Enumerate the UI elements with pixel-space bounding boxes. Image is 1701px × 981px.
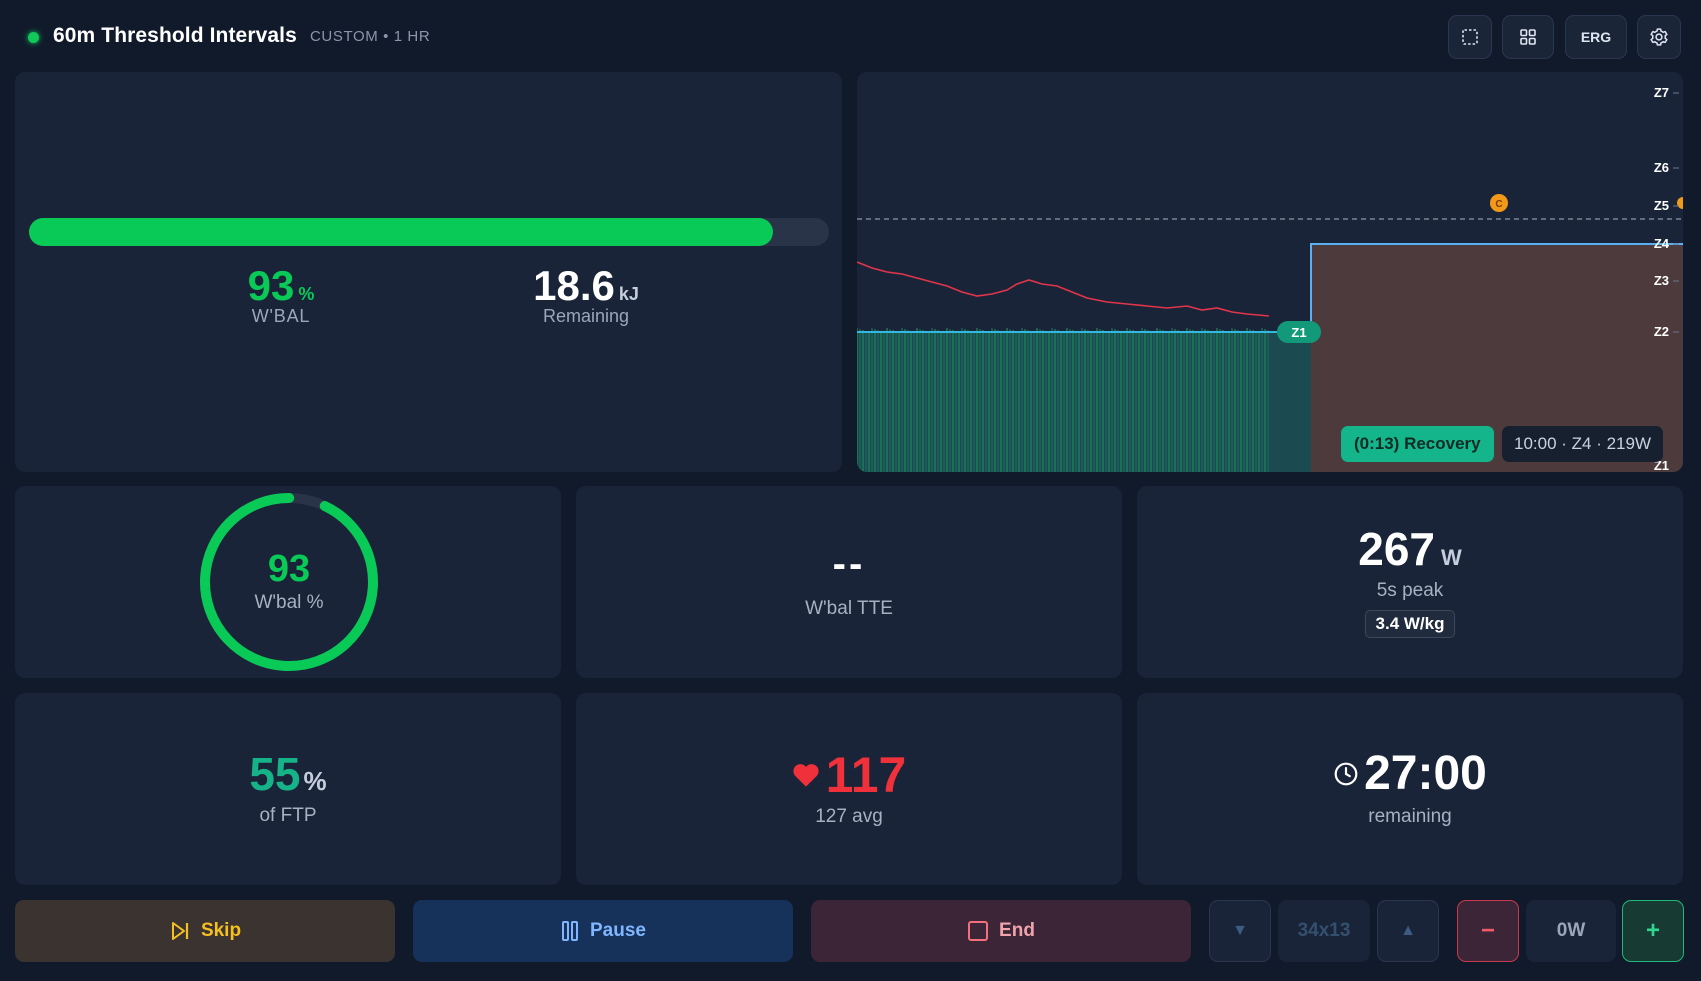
- peak-power-label: 5s peak: [1376, 580, 1444, 601]
- settings-button[interactable]: [1637, 15, 1681, 59]
- zone-label-z2: Z2: [1654, 324, 1669, 339]
- wbal-ring-card: 93 W'bal %: [15, 486, 561, 678]
- coach-marker-icon: [1490, 194, 1508, 212]
- ftp-percent-card: 55% of FTP: [15, 693, 561, 885]
- wbal-ring-center: 93 W'bal %: [198, 491, 380, 673]
- fullscreen-icon: [1462, 29, 1478, 45]
- zone-label-z4: Z4: [1654, 236, 1670, 251]
- gear-down-button[interactable]: ▼: [1209, 900, 1271, 962]
- wbal-ring-value: 93: [267, 548, 311, 590]
- power-increase-button[interactable]: +: [1622, 900, 1684, 962]
- pause-label: Pause: [590, 920, 646, 941]
- time-remaining-value: 27:00: [1364, 747, 1487, 800]
- zone-label-z7: Z7: [1654, 85, 1669, 100]
- erg-mode-button[interactable]: ERG: [1565, 15, 1627, 59]
- heart-rate-avg-label: 127 avg: [815, 806, 883, 827]
- clock-icon: [1334, 762, 1358, 786]
- wbal-remaining-value: 18.6: [533, 262, 615, 309]
- chevron-up-icon: ▲: [1400, 922, 1416, 939]
- live-status-dot: [28, 32, 39, 43]
- next-interval-outline: [1310, 243, 1683, 332]
- zone-label-z6: Z6: [1654, 160, 1669, 175]
- wbal-remaining-label: Remaining: [542, 306, 630, 326]
- pause-button[interactable]: Pause: [413, 900, 793, 962]
- watts-per-kg-badge: 3.4 W/kg: [1364, 610, 1456, 638]
- wbal-remaining-unit: kJ: [618, 284, 639, 304]
- skip-icon: [171, 922, 189, 940]
- recovery-remaining-block: [1269, 332, 1311, 472]
- gear-icon: [1650, 28, 1668, 46]
- workout-subtitle: CUSTOM • 1 HR: [310, 28, 431, 45]
- chevron-down-icon: ▼: [1232, 922, 1248, 939]
- peak-power-unit: W: [1440, 545, 1462, 570]
- power-decrease-button[interactable]: −: [1457, 900, 1519, 962]
- heart-rate-line: [857, 261, 1270, 317]
- wbal-tte-value: --: [832, 542, 866, 586]
- heart-rate-value: 117: [825, 747, 907, 803]
- power-history-bars: [857, 328, 1269, 472]
- workout-title: 60m Threshold Intervals: [53, 24, 297, 47]
- wbal-tte-label: W'bal TTE: [805, 598, 893, 619]
- ftp-percent-unit: %: [303, 766, 327, 796]
- skip-button[interactable]: Skip: [15, 900, 395, 962]
- minus-icon: −: [1480, 917, 1495, 944]
- wbal-percent-stat: 93% W'BAL: [191, 262, 371, 327]
- wbal-remaining-stat: 18.6 kJ Remaining: [476, 262, 696, 327]
- heart-icon: [793, 764, 819, 787]
- coach-marker-label: C: [1495, 199, 1502, 210]
- wbal-percent-label: W'BAL: [251, 306, 311, 326]
- gear-up-button[interactable]: ▲: [1377, 900, 1439, 962]
- stop-icon: [968, 921, 989, 941]
- power-chart: Z1 C Z7 Z6 Z5 Z4 Z3 Z2 Z1 (0:13) Recover…: [857, 72, 1683, 472]
- zone-label-z5: Z5: [1654, 198, 1669, 213]
- grid-icon: [1520, 29, 1536, 45]
- completed-area: [857, 332, 1269, 472]
- wbal-ring: [200, 493, 378, 671]
- gear-ratio-display: 34x13: [1278, 900, 1370, 962]
- time-remaining-label: remaining: [1368, 806, 1452, 827]
- end-button[interactable]: End: [811, 900, 1191, 962]
- plus-icon: +: [1645, 917, 1660, 944]
- skip-label: Skip: [200, 920, 242, 941]
- wbal-tte-card: -- W'bal TTE: [576, 486, 1122, 678]
- layout-grid-button[interactable]: [1502, 15, 1554, 59]
- wbal-progress-fill: [29, 218, 773, 246]
- heart-rate-card: 117 127 avg: [576, 693, 1122, 885]
- zone-label-z3: Z3: [1654, 273, 1669, 288]
- wbal-progress-track: [29, 218, 829, 246]
- header-bar: 60m Threshold Intervals CUSTOM • 1 HR ER…: [0, 0, 1701, 72]
- wbal-bar-card: 93% W'BAL 18.6 kJ Remaining: [15, 72, 842, 472]
- current-zone-badge: Z1: [1291, 325, 1306, 340]
- end-label: End: [999, 920, 1035, 941]
- recovery-interval-pill: (0:13) Recovery: [1341, 426, 1494, 462]
- target-power-display: 0W: [1526, 900, 1616, 962]
- time-remaining-card: 27:00 remaining: [1137, 693, 1683, 885]
- fullscreen-button[interactable]: [1448, 15, 1492, 59]
- next-interval-pill: 10:00 · Z4 · 219W: [1502, 426, 1664, 462]
- wbal-ring-arc: [200, 493, 378, 671]
- wbal-ring-label: W'bal %: [254, 592, 324, 613]
- wbal-percent-value: 93: [247, 262, 295, 309]
- current-zone-badge-bg: [1277, 321, 1321, 343]
- wbal-percent-unit: %: [298, 284, 315, 304]
- ftp-percent-label: of FTP: [259, 805, 317, 826]
- power-chart-svg: Z1 C Z7 Z6 Z5 Z4 Z3 Z2 Z1: [857, 85, 1683, 472]
- peak-power-card: 267 W 5s peak 3.4 W/kg: [1137, 486, 1683, 678]
- ftp-percent-value: 55: [249, 748, 301, 800]
- peak-power-value: 267: [1358, 523, 1435, 575]
- pause-icon: [562, 921, 578, 941]
- edge-marker-icon: [1677, 197, 1683, 209]
